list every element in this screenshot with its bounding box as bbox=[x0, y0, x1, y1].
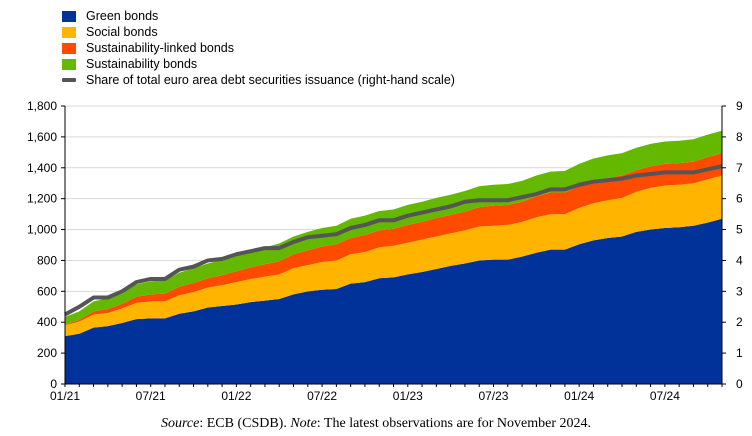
legend-item: Social bonds bbox=[62, 24, 455, 40]
left-tick-label: 0 bbox=[50, 377, 57, 391]
legend-label: Social bonds bbox=[86, 25, 158, 39]
stacked-areas bbox=[65, 130, 722, 384]
legend-label: Share of total euro area debt securities… bbox=[86, 73, 455, 87]
right-tick-label: 1 bbox=[736, 346, 743, 360]
legend-label: Sustainability-linked bonds bbox=[86, 41, 235, 55]
share-line-path bbox=[64, 164, 723, 317]
area-sustainability-linked-bonds bbox=[65, 153, 722, 326]
note-text: : The latest observations are for Novemb… bbox=[316, 416, 592, 431]
x-tick-label: 07/24 bbox=[650, 389, 680, 403]
left-axis-ticks: 0 200 400 600 800 1,000 1,200 1,400 1,600 1,800 bbox=[27, 99, 65, 391]
legend-swatch bbox=[62, 42, 76, 54]
x-axis-ticks: 01/21 07/21 01/22 07/22 01/23 07/23 01/24 07/24 bbox=[50, 384, 723, 403]
source-label: Source bbox=[160, 416, 200, 431]
left-tick-label: 400 bbox=[37, 315, 57, 329]
left-tick-label: 800 bbox=[37, 253, 57, 267]
x-tick-label: 07/22 bbox=[307, 389, 337, 403]
legend: Green bonds Social bonds Sustainability-li… bbox=[62, 8, 455, 88]
source-text: : ECB (CSDB). bbox=[199, 416, 291, 431]
legend-item: Sustainability bonds bbox=[62, 56, 455, 72]
x-tick-label: 01/24 bbox=[564, 389, 594, 403]
note-label: Note bbox=[290, 416, 317, 431]
left-tick-label: 200 bbox=[37, 346, 57, 360]
right-tick-label: 6 bbox=[736, 192, 743, 206]
left-tick-label: 1,000 bbox=[27, 223, 57, 237]
legend-label: Green bonds bbox=[86, 9, 159, 23]
left-tick-label: 1,400 bbox=[27, 161, 57, 175]
right-tick-label: 9 bbox=[736, 99, 743, 113]
right-tick-label: 3 bbox=[736, 284, 743, 298]
area-green-bonds bbox=[65, 218, 722, 384]
left-tick-label: 1,800 bbox=[27, 99, 57, 113]
area-sustainability-bonds bbox=[65, 130, 722, 325]
right-tick-label: 4 bbox=[736, 253, 743, 267]
legend-item: Share of total euro area debt securities… bbox=[62, 72, 455, 88]
left-tick-label: 600 bbox=[37, 284, 57, 298]
share-line bbox=[64, 164, 723, 317]
left-tick-label: 1,600 bbox=[27, 130, 57, 144]
right-tick-label: 7 bbox=[736, 161, 743, 175]
legend-swatch bbox=[62, 58, 76, 70]
legend-label: Sustainability bonds bbox=[86, 57, 198, 71]
left-tick-label: 1,200 bbox=[27, 192, 57, 206]
x-tick-label: 07/23 bbox=[478, 389, 508, 403]
x-tick-label: 07/21 bbox=[136, 389, 166, 403]
x-tick-label: 01/21 bbox=[50, 389, 80, 403]
legend-item: Green bonds bbox=[62, 8, 455, 24]
x-tick-label: 01/23 bbox=[393, 389, 423, 403]
right-tick-label: 8 bbox=[736, 130, 743, 144]
right-axis-ticks: 0 1 2 3 4 5 6 7 8 9 bbox=[722, 99, 743, 391]
x-tick-label: 01/22 bbox=[221, 389, 251, 403]
source-note: Source: ECB (CSDB). Note: The latest obs… bbox=[0, 416, 752, 432]
legend-swatch bbox=[62, 78, 76, 82]
legend-swatch bbox=[62, 26, 76, 38]
right-tick-label: 2 bbox=[736, 315, 743, 329]
legend-item: Sustainability-linked bonds bbox=[62, 40, 455, 56]
area-social-bonds bbox=[65, 175, 722, 337]
legend-swatch bbox=[62, 10, 76, 22]
right-tick-label: 5 bbox=[736, 223, 743, 237]
right-tick-label: 0 bbox=[736, 377, 743, 391]
